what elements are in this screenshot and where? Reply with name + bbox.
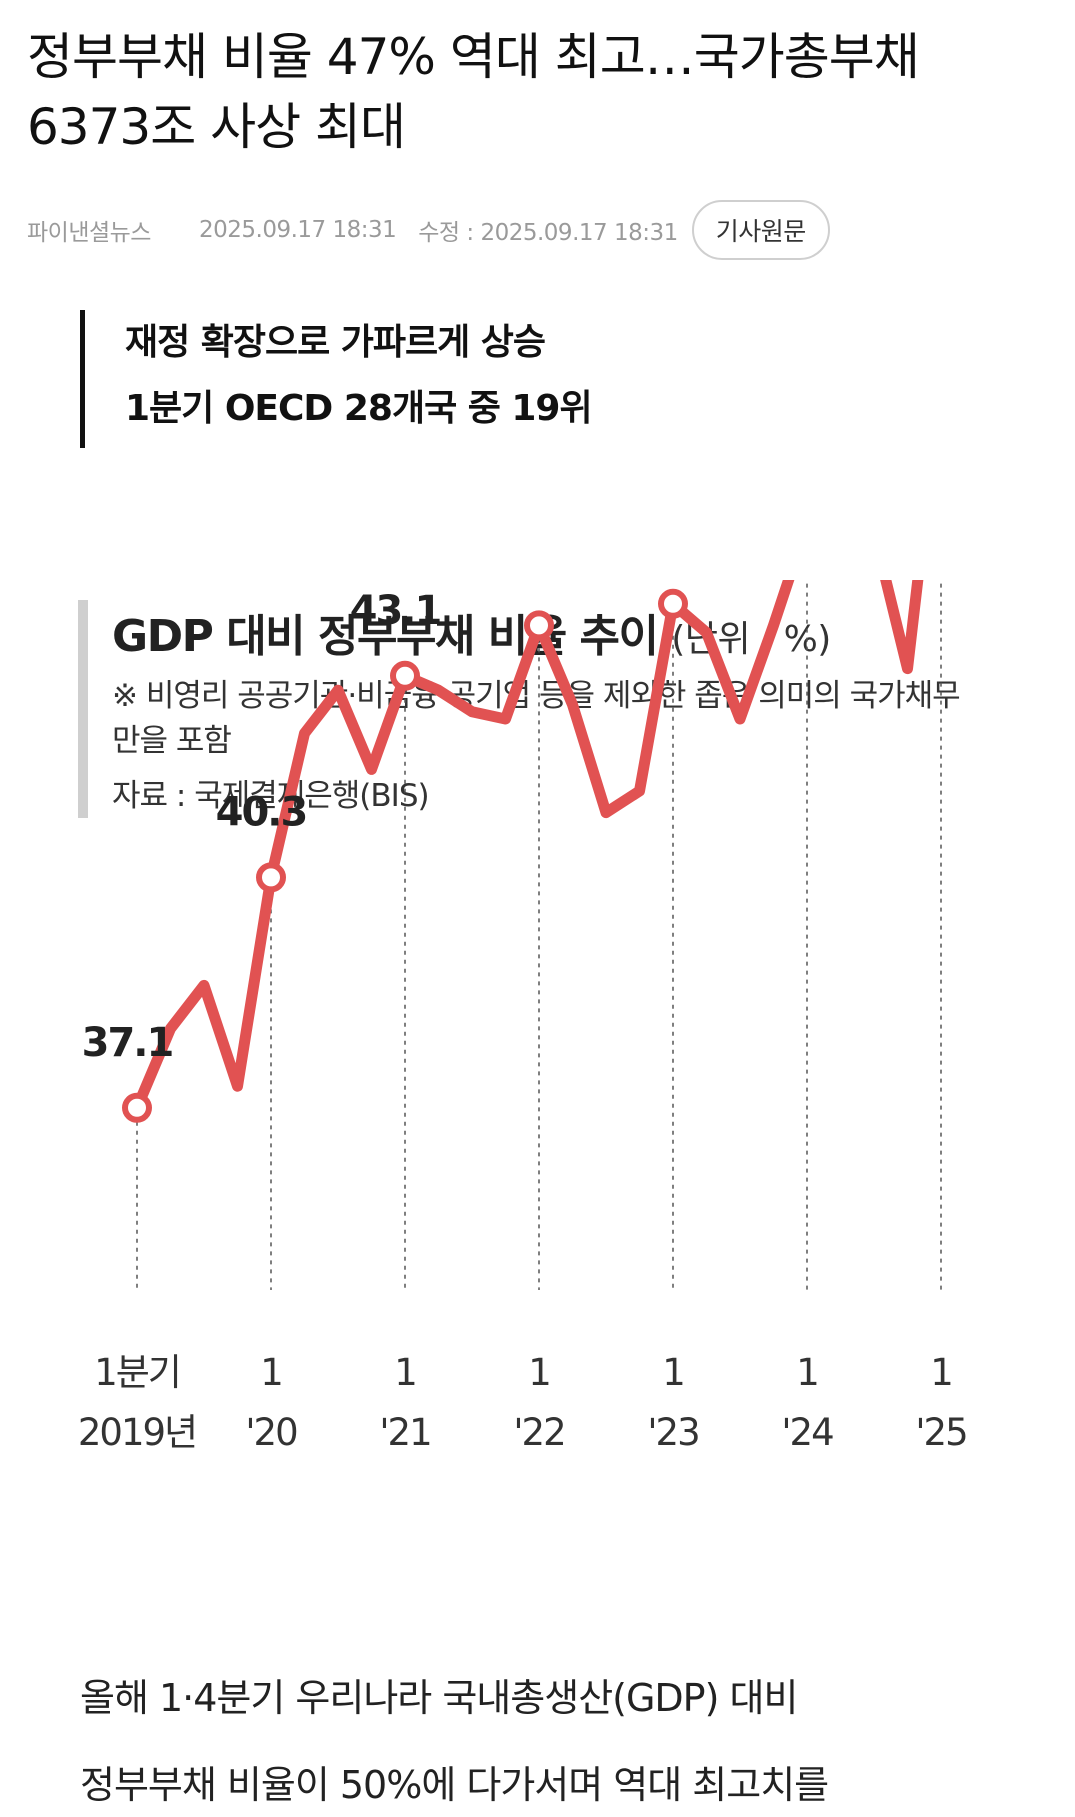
data-point-marker [658,588,688,619]
news-source[interactable]: 파이낸셜뉴스 [27,220,151,246]
original-article-button[interactable]: 기사원문 [691,200,830,260]
body-line-1: 올해 1·4분기 우리나라 국내총생산(GDP) 대비 [80,1676,798,1720]
x-tick-label: 1 [528,1351,550,1394]
article-subheads: 재정 확장으로 가파르게 상승 1분기 OECD 28개국 중 19위 [80,310,593,448]
subhead-line-2: 1분기 OECD 28개국 중 19위 [125,388,593,429]
data-label: 40.3 [216,789,307,835]
debt-ratio-chart: GDP 대비 정부부채 비율 추이 (단위 : %) ※ 비영리 공공기관·비금… [0,580,1075,1500]
subhead-line-1: 재정 확장으로 가파르게 상승 [125,322,546,363]
article-body: 올해 1·4분기 우리나라 국내총생산(GDP) 대비 정부부채 비율이 50%… [80,1655,1040,1817]
body-line-2: 정부부채 비율이 50%에 다가서며 역대 최고치를 [80,1763,829,1807]
updated-date: 수정 : 2025.09.17 18:31 [418,220,678,246]
article-meta: 파이낸셜뉴스 2025.09.17 18:31 수정 : 2025.09.17 … [27,200,830,260]
x-tick-label: '25 [915,1411,966,1454]
chart-source: 자료 : 국제결제은행(BIS) [112,778,430,814]
x-tick-label: '21 [379,1411,430,1454]
chart-note: ※ 비영리 공공기관·비금융 공기업 등을 제외한 좁은 의미의 국가채무만을 … [112,678,961,759]
x-tick-label: 1 [930,1351,952,1394]
data-point-marker [390,660,420,691]
x-tick-label: 1 [796,1351,818,1394]
x-tick-label: '22 [513,1411,564,1454]
x-tick-label: '24 [781,1411,833,1454]
x-tick-label: 1 [260,1351,282,1394]
data-label: 43.8 [484,580,575,583]
chart-title-bar [78,600,88,818]
data-point-marker [256,862,286,893]
x-tick-label: '23 [647,1411,698,1454]
data-point-marker [122,1092,152,1123]
chart-plot: 37.140.343.143.844.145.247.21분기2019년1'20… [78,580,969,1454]
x-tick-label: 1 [662,1351,684,1394]
x-tick-label: 1 [394,1351,416,1394]
article-headline: 정부부채 비율 47% 역대 최고…국가총부채 6373조 사상 최대 [27,28,920,156]
x-tick-label: 2019년 [78,1411,196,1454]
x-tick-label: '20 [245,1411,297,1454]
chart-title-text: GDP 대비 정부부채 비율 추이 [112,611,659,662]
data-point-marker [524,610,554,641]
x-tick-label: 1분기 [94,1351,180,1394]
publish-date: 2025.09.17 18:31 [198,217,397,243]
data-label: 43.1 [350,588,441,634]
data-label: 37.1 [82,1020,173,1066]
chart-title: GDP 대비 정부부채 비율 추이 (단위 : %) [112,600,831,664]
